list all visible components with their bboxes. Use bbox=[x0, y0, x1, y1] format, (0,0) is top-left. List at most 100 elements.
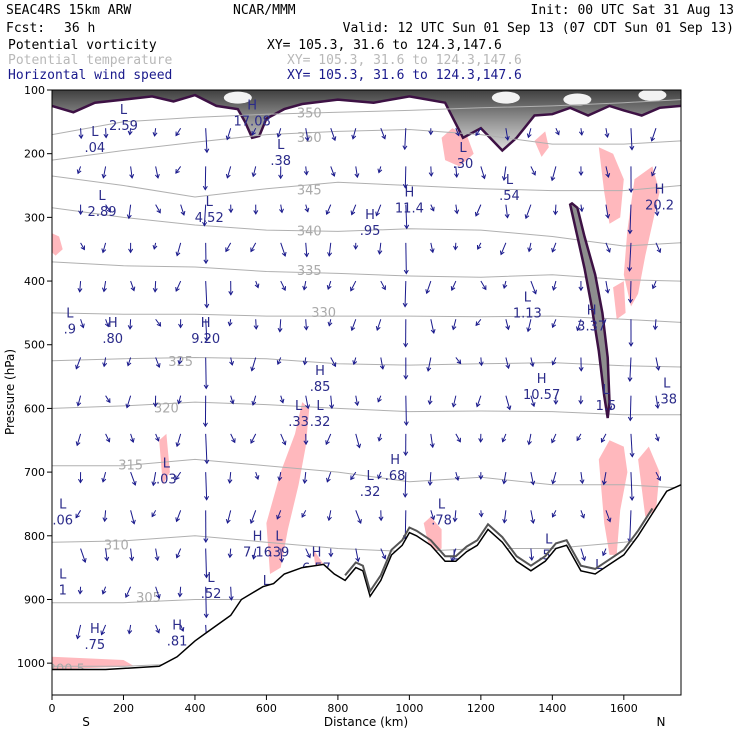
wind-vector bbox=[552, 471, 557, 484]
x-tick-label: 1600 bbox=[610, 702, 638, 715]
wind-arrowhead bbox=[655, 365, 661, 371]
wind-arrowhead bbox=[151, 512, 156, 518]
wind-arrowhead bbox=[76, 169, 82, 175]
valid-time: Valid: 12 UTC Sun 01 Sep 13 (07 CDT Sun … bbox=[343, 21, 734, 36]
wind-vector bbox=[404, 472, 407, 497]
wind-arrowhead bbox=[524, 214, 530, 220]
high-low-value: .33 bbox=[288, 415, 309, 430]
wind-vector bbox=[305, 166, 308, 175]
high-low-value: 9.20 bbox=[191, 332, 220, 347]
wind-arrowhead bbox=[129, 174, 135, 179]
wind-vector bbox=[178, 357, 182, 365]
wind-vector bbox=[476, 395, 482, 407]
wind-arrowhead bbox=[530, 480, 536, 486]
wind-vector bbox=[355, 548, 359, 562]
high-low-marker: L.9 bbox=[64, 307, 76, 338]
theta-contour bbox=[52, 128, 681, 161]
theta-contour-label: 340 bbox=[297, 224, 322, 239]
wind-arrowhead bbox=[402, 184, 408, 189]
field-name-pv: Potential vorticity bbox=[8, 38, 157, 53]
wind-vector bbox=[454, 242, 457, 250]
wind-vector bbox=[255, 280, 259, 288]
wind-arrowhead bbox=[75, 364, 80, 370]
wind-arrowhead bbox=[106, 398, 111, 404]
wind-arrowhead bbox=[578, 171, 584, 177]
field-name-theta: Potential temperature bbox=[8, 53, 173, 68]
wind-vector bbox=[205, 357, 207, 389]
wind-vector bbox=[276, 510, 282, 520]
wind-vector bbox=[105, 433, 110, 443]
wind-arrowhead bbox=[124, 593, 130, 599]
y-axis: 100 200 300 400 500 600 700 800 900 1000 bbox=[17, 84, 52, 670]
wind-arrowhead bbox=[350, 286, 355, 292]
wind-vector bbox=[455, 471, 459, 481]
wind-arrowhead bbox=[331, 362, 337, 368]
wind-vector bbox=[130, 548, 133, 561]
wind-vector bbox=[380, 357, 384, 370]
wind-arrowhead bbox=[475, 402, 481, 408]
wind-arrowhead bbox=[654, 404, 660, 410]
wind-vector bbox=[580, 204, 583, 212]
wind-vector bbox=[630, 128, 633, 150]
wind-vector bbox=[80, 128, 82, 139]
wind-arrowhead bbox=[203, 259, 209, 265]
wind-vector bbox=[655, 357, 660, 370]
wind-arrowhead bbox=[355, 557, 361, 563]
wind-vector bbox=[225, 242, 232, 252]
wind-arrowhead bbox=[225, 247, 230, 253]
wind-arrowhead bbox=[579, 207, 584, 213]
high-low-marker: L1 bbox=[59, 568, 68, 599]
high-low-marker: H9.20 bbox=[191, 316, 220, 347]
wind-arrowhead bbox=[229, 399, 235, 405]
wind-arrowhead bbox=[532, 289, 537, 295]
wind-arrowhead bbox=[100, 630, 106, 636]
wind-arrowhead bbox=[278, 174, 284, 180]
wind-vector bbox=[525, 204, 532, 219]
wind-arrowhead bbox=[126, 361, 132, 367]
wind-arrowhead bbox=[102, 517, 108, 523]
wind-vector bbox=[350, 471, 357, 480]
wind-arrowhead bbox=[357, 519, 362, 524]
wind-vector bbox=[279, 319, 282, 332]
wind-arrowhead bbox=[551, 285, 557, 291]
wind-vector bbox=[629, 395, 632, 421]
wind-arrowhead bbox=[526, 327, 532, 333]
wind-arrowhead bbox=[75, 634, 81, 640]
wind-arrowhead bbox=[605, 288, 610, 294]
wind-arrowhead bbox=[229, 361, 235, 366]
wind-vector bbox=[551, 433, 557, 443]
wind-vector bbox=[327, 280, 332, 290]
wind-vector bbox=[130, 471, 136, 486]
high-low-kind: H bbox=[365, 208, 375, 223]
high-low-value: 17.08 bbox=[234, 114, 271, 129]
high-low-kind: H bbox=[404, 186, 414, 201]
x-tick-label: 1200 bbox=[467, 702, 495, 715]
high-low-kind: H bbox=[312, 545, 322, 560]
wind-arrowhead bbox=[250, 366, 256, 372]
wind-arrowhead bbox=[101, 477, 107, 483]
wind-vector bbox=[130, 510, 135, 524]
wind-arrowhead bbox=[304, 136, 310, 142]
wind-vector bbox=[629, 357, 632, 382]
wind-vector bbox=[180, 204, 185, 216]
south-end-label: S bbox=[82, 715, 90, 729]
wind-vector bbox=[377, 471, 382, 479]
wind-arrowhead bbox=[351, 134, 357, 140]
wind-arrowhead bbox=[155, 594, 161, 599]
wind-vector bbox=[105, 548, 108, 561]
wind-vector bbox=[405, 204, 408, 229]
wind-arrowhead bbox=[302, 360, 308, 366]
wind-arrowhead bbox=[350, 475, 355, 481]
wind-vector bbox=[75, 357, 82, 369]
wind-arrowhead bbox=[576, 436, 581, 442]
wind-arrowhead bbox=[101, 589, 107, 595]
wind-vector bbox=[128, 204, 132, 219]
high-low-kind: L bbox=[663, 377, 671, 392]
high-low-marker: H.80 bbox=[102, 316, 123, 347]
wind-arrowhead bbox=[75, 441, 81, 447]
wind-vector bbox=[255, 471, 259, 480]
wind-arrowhead bbox=[629, 496, 635, 501]
figure-header: SEAC4RS 15km ARW NCAR/MMM Init: 00 UTC S… bbox=[6, 3, 734, 83]
wind-vector bbox=[205, 433, 208, 464]
wind-arrowhead bbox=[130, 286, 136, 292]
